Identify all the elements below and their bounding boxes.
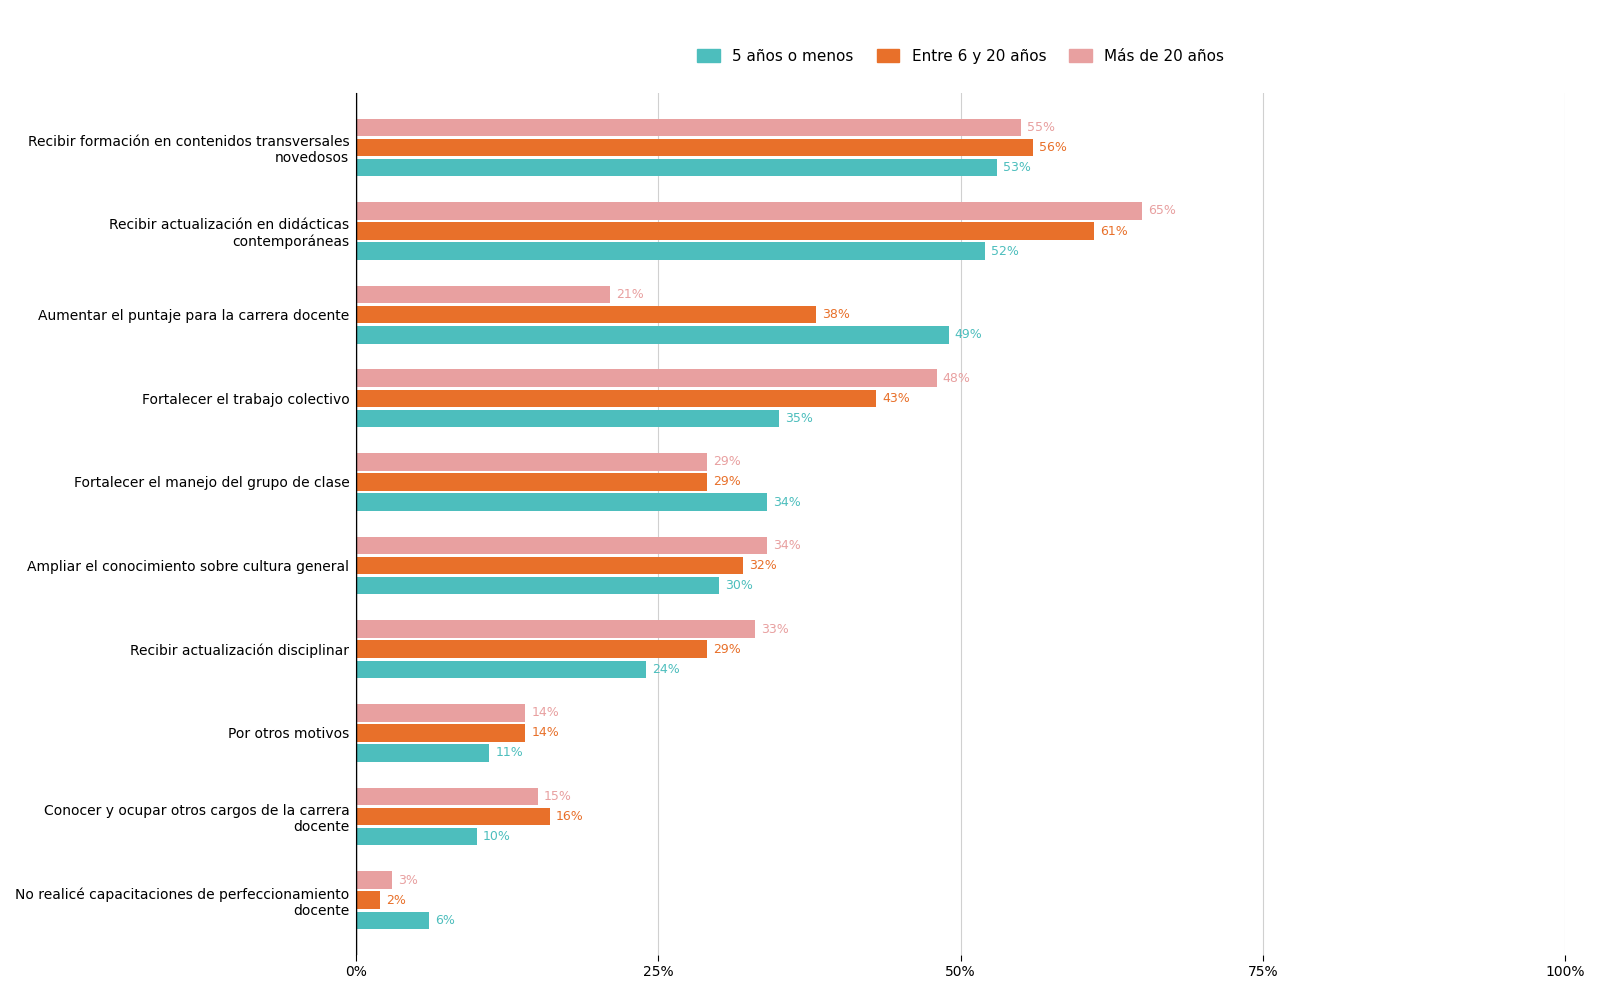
Text: 14%: 14% (531, 727, 560, 740)
Bar (357, 892, 381, 909)
Bar (357, 286, 610, 303)
Text: 55%: 55% (1027, 121, 1056, 134)
Text: 34%: 34% (773, 539, 802, 552)
Text: 10%: 10% (483, 830, 510, 843)
Text: 33%: 33% (762, 622, 789, 636)
Text: 6%: 6% (435, 913, 454, 926)
Text: 24%: 24% (653, 663, 680, 676)
Bar (357, 577, 718, 594)
Text: 38%: 38% (822, 308, 850, 321)
Bar (357, 787, 538, 805)
Text: 65%: 65% (1149, 205, 1176, 218)
Text: 52%: 52% (990, 245, 1019, 257)
Bar (357, 661, 646, 678)
Text: 16%: 16% (555, 810, 584, 823)
Bar (357, 911, 429, 929)
Bar (357, 390, 877, 408)
Bar (357, 243, 986, 259)
Text: 29%: 29% (714, 475, 741, 488)
Text: 3%: 3% (398, 874, 418, 887)
Bar (357, 138, 1034, 156)
Bar (357, 326, 949, 344)
Bar (357, 306, 816, 323)
Legend: 5 años o menos, Entre 6 y 20 años, Más de 20 años: 5 años o menos, Entre 6 y 20 años, Más d… (698, 49, 1224, 64)
Bar (357, 828, 477, 846)
Text: 21%: 21% (616, 288, 643, 301)
Bar (357, 557, 742, 575)
Text: 53%: 53% (1003, 161, 1030, 174)
Text: 11%: 11% (496, 746, 523, 759)
Bar (357, 872, 392, 889)
Bar (357, 118, 1021, 136)
Text: 29%: 29% (714, 455, 741, 468)
Text: 56%: 56% (1040, 141, 1067, 154)
Text: 15%: 15% (544, 790, 571, 803)
Text: 32%: 32% (749, 560, 778, 573)
Text: 61%: 61% (1099, 225, 1128, 238)
Bar (357, 725, 525, 742)
Text: 35%: 35% (786, 412, 813, 424)
Bar (357, 223, 1094, 240)
Text: 34%: 34% (773, 496, 802, 509)
Bar (357, 640, 707, 658)
Bar (357, 473, 707, 491)
Bar (357, 620, 755, 638)
Bar (357, 410, 779, 427)
Text: 29%: 29% (714, 643, 741, 656)
Bar (357, 704, 525, 722)
Bar (357, 202, 1142, 220)
Text: 49%: 49% (955, 328, 982, 341)
Text: 48%: 48% (942, 372, 971, 385)
Bar (357, 745, 490, 761)
Bar (357, 537, 768, 555)
Bar (357, 370, 936, 387)
Text: 2%: 2% (387, 894, 406, 907)
Bar (357, 453, 707, 471)
Bar (357, 159, 997, 176)
Text: 30%: 30% (725, 580, 754, 592)
Text: 43%: 43% (882, 392, 910, 405)
Bar (357, 493, 768, 511)
Text: 14%: 14% (531, 707, 560, 720)
Bar (357, 808, 550, 825)
